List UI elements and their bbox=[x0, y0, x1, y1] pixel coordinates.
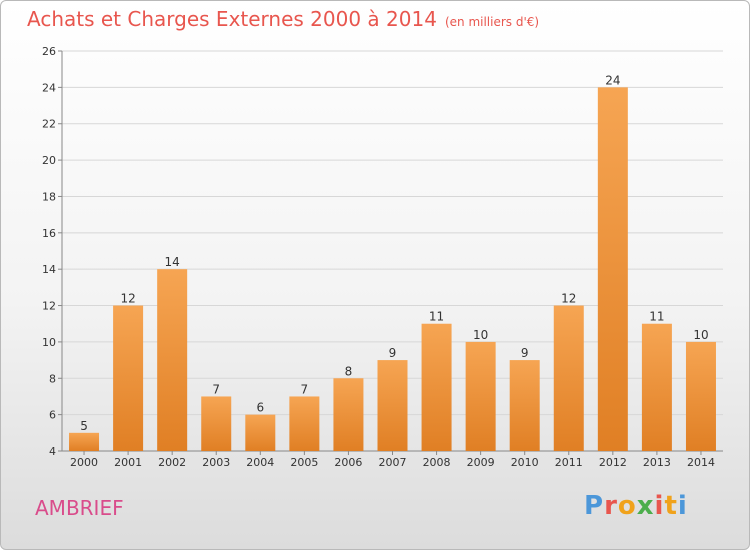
logo-letter: i bbox=[654, 491, 665, 521]
x-tick-label: 2007 bbox=[379, 456, 407, 469]
x-tick-label: 2013 bbox=[643, 456, 671, 469]
bar bbox=[465, 341, 496, 451]
bar-value-label: 5 bbox=[80, 419, 88, 433]
bar-value-label: 8 bbox=[345, 364, 353, 378]
logo-letter: r bbox=[604, 491, 618, 521]
x-tick-label: 2009 bbox=[467, 456, 495, 469]
y-tick-label: 12 bbox=[42, 300, 56, 313]
bar-value-label: 12 bbox=[120, 292, 135, 306]
bar-value-label: 9 bbox=[521, 346, 529, 360]
bar-value-label: 10 bbox=[473, 328, 488, 342]
y-tick-label: 18 bbox=[42, 190, 56, 203]
bar bbox=[201, 396, 232, 451]
bar bbox=[113, 305, 144, 451]
bar-value-label: 12 bbox=[561, 292, 576, 306]
y-tick-label: 26 bbox=[42, 45, 56, 58]
bar bbox=[333, 378, 364, 451]
y-tick-label: 4 bbox=[49, 445, 56, 458]
x-tick-label: 2000 bbox=[70, 456, 98, 469]
bar bbox=[289, 396, 320, 451]
x-tick-label: 2010 bbox=[511, 456, 539, 469]
bar bbox=[597, 87, 628, 451]
bar bbox=[377, 360, 408, 451]
bar bbox=[685, 341, 716, 451]
bar-value-label: 11 bbox=[649, 310, 664, 324]
y-tick-label: 22 bbox=[42, 118, 56, 131]
bar bbox=[245, 414, 276, 451]
y-tick-label: 14 bbox=[42, 263, 56, 276]
proxiti-logo: Proxiti bbox=[584, 491, 688, 521]
x-tick-label: 2003 bbox=[202, 456, 230, 469]
bar-value-label: 7 bbox=[212, 382, 220, 396]
bar bbox=[421, 323, 452, 451]
x-tick-label: 2004 bbox=[246, 456, 274, 469]
bar bbox=[157, 269, 188, 451]
city-name: AMBRIEF bbox=[35, 496, 124, 520]
logo-letter: x bbox=[636, 491, 655, 521]
x-tick-label: 2001 bbox=[114, 456, 142, 469]
x-tick-label: 2002 bbox=[158, 456, 186, 469]
bar bbox=[641, 323, 672, 451]
x-tick-label: 2011 bbox=[555, 456, 583, 469]
logo-letter: t bbox=[664, 491, 678, 521]
y-tick-label: 8 bbox=[49, 372, 56, 385]
x-tick-label: 2012 bbox=[599, 456, 627, 469]
bar bbox=[553, 305, 584, 451]
logo-letter: P bbox=[584, 491, 605, 521]
x-tick-label: 2005 bbox=[290, 456, 318, 469]
bar-value-label: 9 bbox=[389, 346, 397, 360]
chart-title: Achats et Charges Externes 2000 à 2014 (e… bbox=[27, 7, 539, 31]
y-tick-label: 10 bbox=[42, 336, 56, 349]
chart-unit: (en milliers d'€) bbox=[444, 15, 540, 29]
bar-value-label: 7 bbox=[301, 382, 309, 396]
logo-letter: i bbox=[677, 491, 688, 521]
y-tick-label: 16 bbox=[42, 227, 56, 240]
y-tick-label: 24 bbox=[42, 81, 56, 94]
chart-title-main: Achats et Charges Externes 2000 à 2014 bbox=[27, 7, 437, 31]
x-tick-label: 2008 bbox=[423, 456, 451, 469]
bar-value-label: 6 bbox=[256, 401, 264, 415]
x-tick-label: 2006 bbox=[334, 456, 362, 469]
bar bbox=[509, 360, 540, 451]
bar bbox=[69, 432, 100, 451]
bar-value-label: 10 bbox=[693, 328, 708, 342]
bar-value-label: 11 bbox=[429, 310, 444, 324]
logo-letter: o bbox=[617, 491, 637, 521]
y-tick-label: 6 bbox=[49, 409, 56, 422]
x-tick-label: 2014 bbox=[687, 456, 715, 469]
y-tick-label: 20 bbox=[42, 154, 56, 167]
bar-value-label: 24 bbox=[605, 73, 620, 87]
bar-value-label: 14 bbox=[165, 255, 180, 269]
